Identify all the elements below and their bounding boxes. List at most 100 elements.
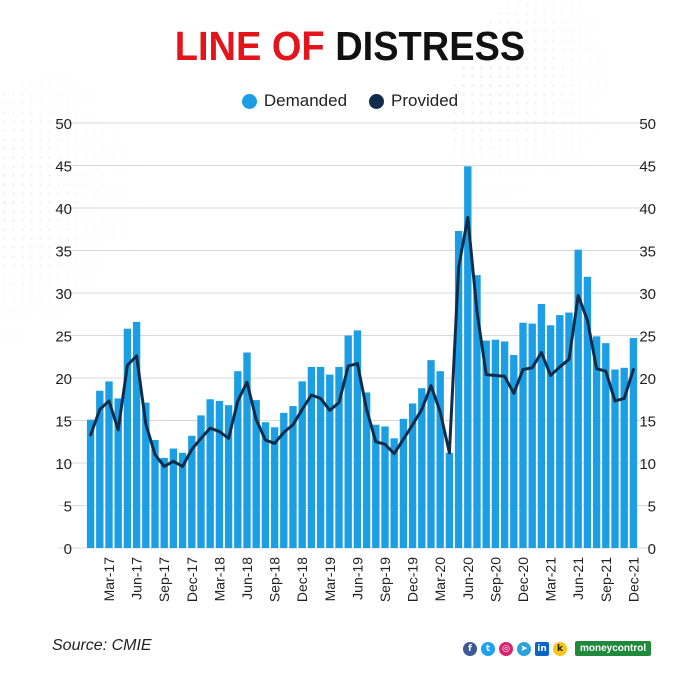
brand-footer: f t ◎ ➤ in k moneycontrol (463, 641, 652, 656)
x-tick-label: Dec-18 (294, 557, 310, 602)
y-tick-label-right: 5 (648, 499, 656, 516)
moneycontrol-logo[interactable]: moneycontrol (575, 641, 652, 656)
y-tick-label-left: 10 (55, 456, 72, 473)
x-tick-label: Dec-20 (515, 557, 531, 602)
y-tick-label-left: 20 (55, 371, 72, 388)
x-tick-label: Sep-19 (377, 557, 393, 602)
y-tick-label-right: 20 (639, 371, 656, 388)
x-tick-label: Mar-17 (101, 557, 117, 602)
y-tick-label-right: 30 (639, 286, 656, 303)
twitter-icon[interactable]: t (481, 641, 495, 656)
bar-demanded (188, 435, 196, 548)
bar-demanded (454, 230, 463, 548)
instagram-icon[interactable]: ◎ (499, 641, 513, 656)
bar-demanded (427, 360, 435, 548)
bar-demanded (234, 371, 242, 548)
bar-demanded (289, 406, 297, 548)
bar-demanded (381, 426, 389, 548)
bar-demanded (307, 366, 316, 548)
bar-demanded (473, 275, 481, 548)
bar-demanded (528, 323, 536, 548)
x-tick-label: Sep-21 (598, 557, 614, 602)
x-tick-label: Jun-20 (460, 557, 476, 600)
bar-demanded (583, 276, 592, 548)
y-tick-label-left: 50 (55, 116, 72, 133)
bar-demanded (169, 448, 178, 548)
y-tick-label-left: 5 (64, 499, 72, 516)
bar-demanded (123, 328, 132, 548)
legend-label-demanded: Demanded (263, 91, 348, 110)
legend-label-provided: Provided (391, 91, 459, 110)
bar-demanded (243, 352, 251, 548)
y-tick-label-right: 35 (639, 244, 656, 261)
bar-demanded (491, 339, 500, 548)
bar-demanded (270, 427, 279, 548)
x-tick-label: Sep-17 (156, 557, 172, 602)
bar-demanded (298, 381, 306, 548)
x-tick-label: Sep-20 (487, 557, 503, 602)
chart-title: LINE OF DISTRESS (0, 24, 700, 70)
bar-demanded (326, 374, 334, 548)
bar-demanded (86, 419, 95, 548)
bar-demanded (105, 381, 113, 548)
facebook-icon[interactable]: f (463, 641, 477, 656)
x-tick-label: Mar-21 (543, 557, 559, 602)
koo-icon[interactable]: k (553, 641, 567, 656)
bar-demanded (592, 336, 601, 548)
y-tick-label-right: 0 (648, 541, 656, 558)
y-tick-label-left: 0 (64, 541, 72, 558)
telegram-icon[interactable]: ➤ (517, 641, 531, 656)
bar-demanded (629, 338, 638, 548)
bar-demanded (316, 366, 325, 548)
legend-swatch-demanded (241, 93, 257, 109)
bar-demanded (151, 440, 159, 548)
bar-demanded (96, 390, 104, 548)
bar-demanded (160, 457, 168, 548)
x-tick-label: Dec-17 (184, 557, 200, 602)
bar-demanded (611, 369, 619, 548)
y-tick-label-right: 45 (639, 159, 656, 176)
bar-demanded (142, 402, 150, 548)
bar-demanded (224, 405, 233, 548)
x-tick-label: Sep-18 (267, 557, 283, 602)
legend-item-provided: Provided (369, 91, 458, 111)
bar-demanded (362, 392, 371, 548)
y-tick-label-right: 50 (639, 116, 656, 133)
bar-demanded (565, 312, 573, 548)
line-provided (89, 215, 635, 468)
chart-legend: Demanded Provided (0, 91, 700, 111)
bar-demanded (252, 400, 260, 548)
bar-demanded (353, 330, 362, 548)
bar-demanded (519, 322, 527, 548)
bar-demanded (620, 367, 628, 548)
bar-demanded (335, 366, 343, 548)
bar-demanded (436, 371, 444, 548)
x-tick-label: Mar-18 (211, 557, 227, 602)
bar-demanded (280, 412, 288, 548)
bar-demanded (261, 422, 270, 548)
bar-demanded (114, 398, 122, 548)
bar-demanded (574, 249, 582, 548)
linkedin-icon[interactable]: in (535, 641, 549, 656)
x-tick-label: Mar-19 (322, 557, 338, 602)
bar-demanded (418, 388, 426, 548)
bar-demanded (399, 418, 408, 548)
x-tick-label: Jun-18 (239, 557, 255, 600)
x-tick-label: Jun-19 (349, 557, 365, 600)
y-tick-label-left: 30 (55, 286, 72, 303)
y-tick-label-right: 40 (639, 201, 656, 218)
bar-demanded (537, 304, 546, 548)
source-note: Source: CMIE (52, 637, 152, 654)
bar-demanded (206, 399, 214, 548)
bar-demanded (445, 452, 454, 548)
title-part-black: DISTRESS (335, 24, 526, 70)
bar-demanded (132, 321, 141, 548)
bar-demanded (390, 438, 398, 548)
bar-demanded (344, 335, 352, 548)
bar-demanded (556, 315, 564, 548)
x-tick-label: Dec-21 (625, 557, 641, 602)
legend-swatch-provided (369, 93, 385, 109)
bar-demanded (372, 424, 380, 548)
y-tick-label-right: 25 (639, 329, 656, 346)
